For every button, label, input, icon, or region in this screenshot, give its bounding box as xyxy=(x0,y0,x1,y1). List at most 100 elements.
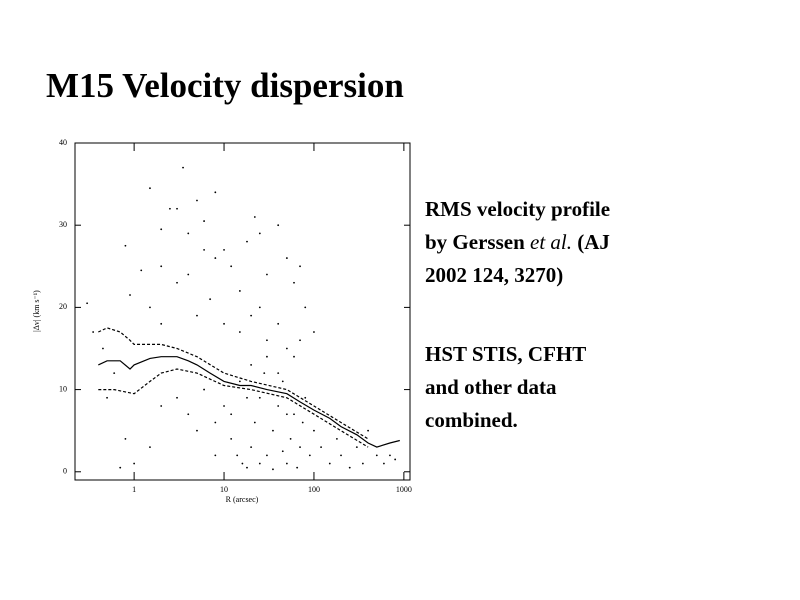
point xyxy=(250,314,253,317)
point xyxy=(277,372,280,375)
point xyxy=(299,446,301,449)
point xyxy=(266,339,268,342)
x-tick-label: 1 xyxy=(132,485,136,494)
point xyxy=(241,462,244,465)
x-tick-label: 100 xyxy=(308,485,320,494)
point xyxy=(258,396,261,399)
text-line: HST STIS, CFHT xyxy=(425,342,587,366)
point xyxy=(223,248,225,251)
point xyxy=(304,396,307,399)
point xyxy=(246,240,248,243)
profile-line xyxy=(98,327,369,440)
point xyxy=(281,380,284,383)
point xyxy=(230,413,233,416)
point xyxy=(285,462,288,465)
point xyxy=(236,454,239,457)
text-line: RMS velocity profile xyxy=(425,197,611,221)
point xyxy=(203,388,205,391)
slide-title: M15 Velocity dispersion xyxy=(46,66,404,105)
profile-line xyxy=(98,356,400,448)
point xyxy=(187,273,190,276)
y-tick-label: 0 xyxy=(63,467,67,476)
point xyxy=(293,413,295,416)
point xyxy=(277,322,280,325)
paragraph: RMS velocity profile by Gerssen et al. (… xyxy=(425,193,610,292)
point xyxy=(285,413,288,416)
point xyxy=(196,199,198,202)
point xyxy=(336,438,338,440)
point xyxy=(86,302,89,305)
point xyxy=(361,462,364,465)
point xyxy=(394,458,397,461)
point xyxy=(258,462,261,465)
plot-frame xyxy=(74,142,411,481)
point xyxy=(203,220,205,222)
point xyxy=(214,454,217,457)
point xyxy=(299,339,301,342)
point xyxy=(250,446,253,449)
point xyxy=(250,364,253,366)
profile-line xyxy=(98,368,369,448)
point xyxy=(272,468,274,471)
point xyxy=(149,187,151,190)
point xyxy=(253,421,256,424)
point xyxy=(272,429,274,432)
point xyxy=(238,331,241,333)
point xyxy=(187,413,190,416)
y-tick-label: 20 xyxy=(59,302,67,311)
point xyxy=(214,257,217,259)
x-axis-label: R (arcsec) xyxy=(226,495,259,504)
point xyxy=(214,191,217,194)
point xyxy=(230,265,233,268)
point xyxy=(160,228,163,231)
point xyxy=(277,224,280,227)
point xyxy=(348,466,351,469)
point xyxy=(176,207,178,210)
point xyxy=(301,421,304,424)
point xyxy=(285,347,288,350)
point xyxy=(238,290,241,292)
point xyxy=(266,355,268,358)
point xyxy=(246,466,248,469)
point xyxy=(169,207,171,210)
point xyxy=(293,281,295,284)
point xyxy=(375,454,378,457)
point xyxy=(230,438,233,440)
point xyxy=(263,372,266,375)
point xyxy=(258,306,261,309)
point xyxy=(289,438,292,440)
point xyxy=(304,306,307,309)
text-line: 2002 124, 3270) xyxy=(425,263,564,287)
point xyxy=(313,429,315,432)
point xyxy=(176,396,178,399)
point xyxy=(277,405,280,407)
point xyxy=(367,429,369,432)
text-line: by Gerssen et al. (AJ xyxy=(425,226,610,259)
point xyxy=(340,454,342,457)
y-tick-label: 30 xyxy=(59,220,67,229)
point xyxy=(209,298,212,301)
point xyxy=(214,421,217,424)
point xyxy=(328,462,331,465)
point xyxy=(258,232,261,235)
text: by Gerssen xyxy=(425,230,525,254)
point xyxy=(308,454,311,457)
point xyxy=(223,405,225,407)
y-tick-label: 40 xyxy=(59,138,67,147)
y-axis-label: |Δv| (km s⁻¹) xyxy=(32,290,41,332)
point xyxy=(119,466,122,469)
y-tick-label: 10 xyxy=(59,384,67,393)
point xyxy=(160,322,163,325)
point xyxy=(238,380,241,383)
point xyxy=(246,396,248,399)
point xyxy=(293,355,295,358)
point xyxy=(187,232,190,235)
point xyxy=(140,269,143,272)
paragraph: HST STIS, CFHT and other data combined. xyxy=(425,338,586,437)
point xyxy=(102,347,104,350)
text-line: combined. xyxy=(425,408,518,432)
point xyxy=(313,331,315,333)
point xyxy=(149,446,151,449)
